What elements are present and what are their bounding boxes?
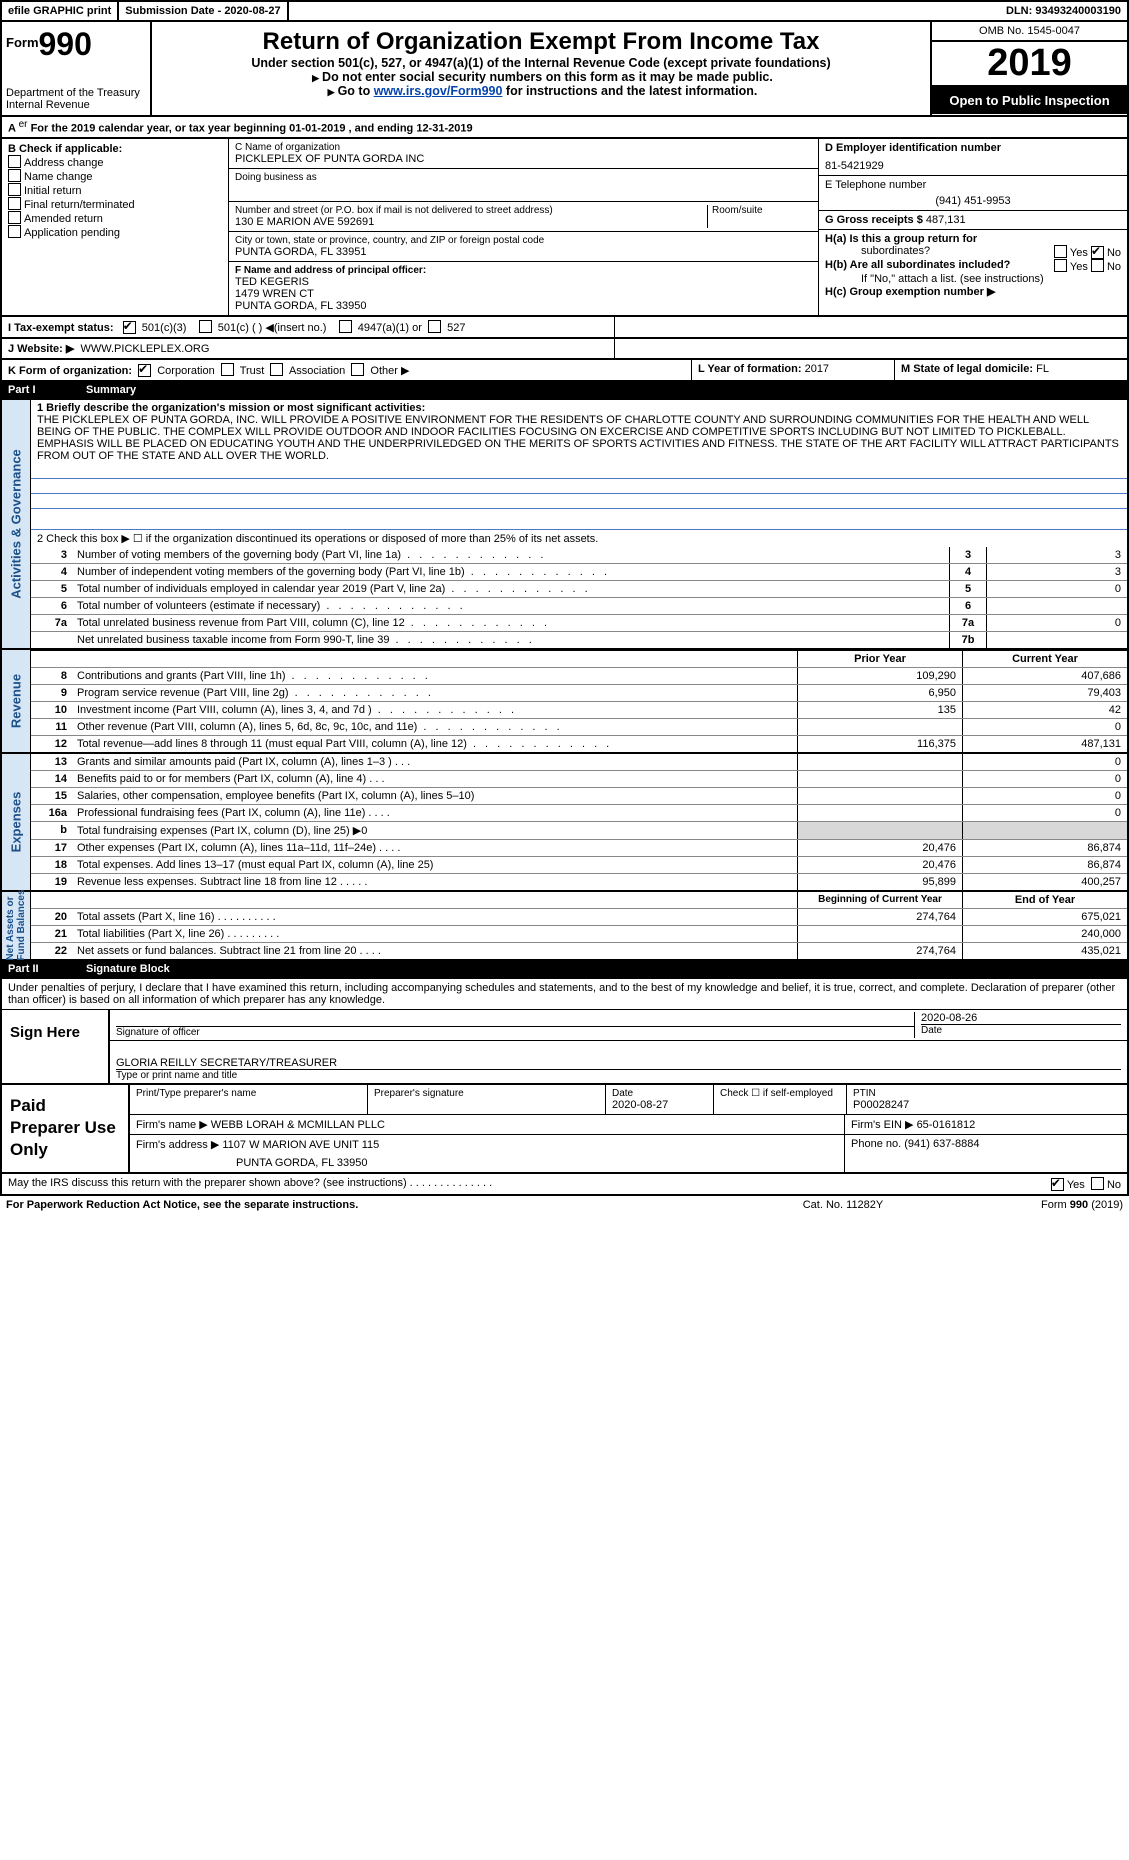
firm-name: WEBB LORAH & MCMILLAN PLLC: [211, 1119, 385, 1131]
dln: DLN: 93493240003190: [1000, 2, 1127, 20]
row-i-tax-status: I Tax-exempt status: 501(c)(3) 501(c) ( …: [0, 317, 1129, 339]
mission-text: THE PICKLEPLEX OF PUNTA GORDA, INC. WILL…: [37, 414, 1119, 462]
form-number: 990: [39, 26, 92, 62]
open-to-public: Open to Public Inspection: [932, 87, 1127, 114]
signature-block: Under penalties of perjury, I declare th…: [0, 979, 1129, 1085]
revenue-section: Revenue Prior Year Current Year 8Contrib…: [0, 650, 1129, 754]
activities-governance: Activities & Governance 1 Briefly descri…: [0, 400, 1129, 650]
city-state-zip: PUNTA GORDA, FL 33951: [235, 246, 812, 258]
instructions-link[interactable]: www.irs.gov/Form990: [374, 84, 503, 98]
submission-date: Submission Date - 2020-08-27: [119, 2, 288, 20]
omb-number: OMB No. 1545-0047: [932, 22, 1127, 42]
footer: For Paperwork Reduction Act Notice, see …: [0, 1196, 1129, 1214]
principal-officer: TED KEGERIS 1479 WREN CT PUNTA GORDA, FL…: [235, 276, 812, 312]
box-b-title: B Check if applicable:: [8, 143, 222, 155]
net-assets-section: Net Assets or Fund Balances Beginning of…: [0, 892, 1129, 961]
org-name: PICKLEPLEX OF PUNTA GORDA INC: [235, 153, 812, 165]
department: Department of the Treasury Internal Reve…: [6, 87, 146, 111]
officer-name: GLORIA REILLY SECRETARY/TREASURER: [116, 1057, 1121, 1069]
part-1-header: Part ISummary: [0, 382, 1129, 400]
efile-label: efile GRAPHIC print: [2, 2, 119, 20]
tax-year: 2019: [932, 42, 1127, 87]
paid-preparer: Paid Preparer Use Only Print/Type prepar…: [0, 1085, 1129, 1174]
form-title: Return of Organization Exempt From Incom…: [162, 28, 920, 56]
top-bar: efile GRAPHIC print Submission Date - 20…: [0, 0, 1129, 22]
website: WWW.PICKLEPLEX.ORG: [80, 343, 209, 355]
expenses-section: Expenses 13Grants and similar amounts pa…: [0, 754, 1129, 892]
gross-receipts: 487,131: [926, 214, 966, 226]
header-grid: B Check if applicable: Address change Na…: [0, 139, 1129, 317]
row-k-org-form: K Form of organization: Corporation Trus…: [0, 360, 1129, 382]
phone: (941) 451-9953: [825, 195, 1121, 207]
discuss-row: May the IRS discuss this return with the…: [0, 1174, 1129, 1196]
ein: 81-5421929: [825, 160, 1121, 172]
part-2-header: Part IISignature Block: [0, 961, 1129, 979]
subtitle-2: Do not enter social security numbers on …: [322, 70, 773, 84]
form-word: Form: [6, 35, 39, 50]
street-address: 130 E MARION AVE 592691: [235, 216, 703, 228]
subtitle-1: Under section 501(c), 527, or 4947(a)(1)…: [162, 56, 920, 70]
form-header: Form990 Department of the Treasury Inter…: [0, 22, 1129, 117]
row-j-website: J Website: ▶ WWW.PICKLEPLEX.ORG: [0, 339, 1129, 360]
row-a-tax-year: A er For the 2019 calendar year, or tax …: [0, 117, 1129, 139]
